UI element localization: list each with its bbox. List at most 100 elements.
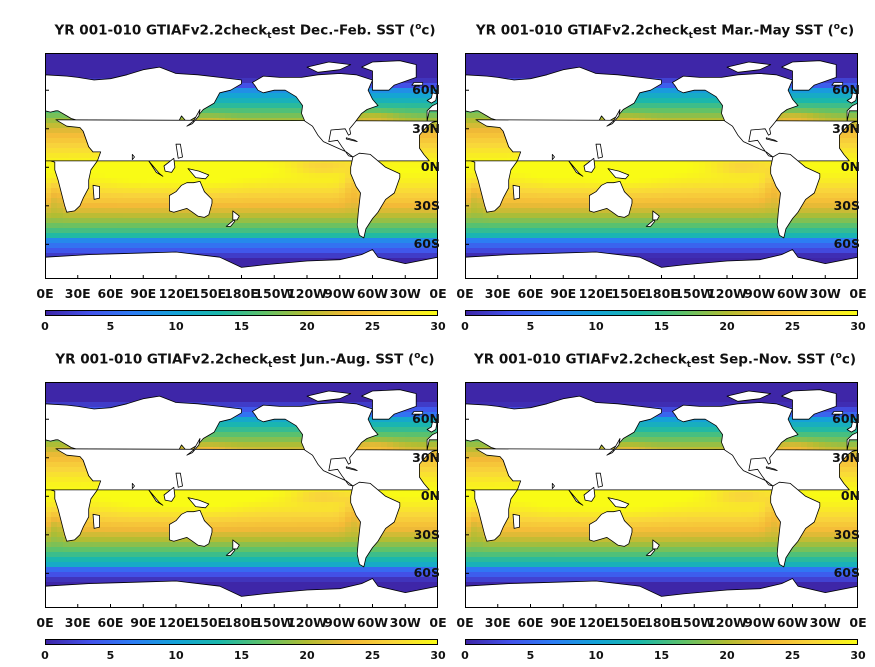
- colorbar-tick-label: 15: [234, 321, 249, 333]
- sst-map-canvas: [45, 382, 438, 608]
- latitude-tick-label: 0N: [421, 160, 440, 174]
- colorbar: [465, 639, 858, 645]
- colorbar-tick-label: 5: [527, 650, 535, 662]
- longitude-tick-label: 0E: [456, 287, 473, 301]
- longitude-tick-label: 90W: [744, 616, 775, 630]
- longitude-tick-label: 0E: [456, 616, 473, 630]
- panel-title-part: c): [840, 23, 854, 39]
- colorbar-ticks: 0 5 10 15 20 25 30: [455, 650, 875, 664]
- latitude-tick-label: 0N: [841, 489, 860, 503]
- colorbar-tick-label: 30: [430, 321, 445, 333]
- colorbar-tick-label: 15: [654, 650, 669, 662]
- colorbar-tick-label: 25: [365, 321, 380, 333]
- longitude-tick-label: 90W: [744, 287, 775, 301]
- colorbar-tick-label: 20: [719, 650, 734, 662]
- map-panel-sep-nov: YR 001-010 GTIAFv2.2checktest Sep.-Nov. …: [455, 347, 875, 667]
- colorbar-tick-label: 10: [168, 650, 183, 662]
- colorbar: [45, 639, 438, 645]
- panel-title: YR 001-010 GTIAFv2.2checktest Mar.-May S…: [455, 18, 875, 45]
- colorbar-tick-label: 30: [430, 650, 445, 662]
- sst-map-canvas: [465, 382, 858, 608]
- colorbar-tick-label: 20: [719, 321, 734, 333]
- colorbar-tick-label: 0: [41, 650, 49, 662]
- colorbar-tick-label: 20: [299, 650, 314, 662]
- sst-map: [465, 53, 858, 279]
- panel-title-part: YR 001-010 GTIAFv2.2check: [474, 352, 687, 368]
- panel-title-part: YR 001-010 GTIAFv2.2check: [55, 352, 268, 368]
- longitude-tick-label: 120W: [287, 287, 327, 301]
- longitude-tick-label: 120W: [707, 287, 747, 301]
- panel-title: YR 001-010 GTIAFv2.2checktest Sep.-Nov. …: [455, 347, 875, 374]
- longitude-tick-label: 0E: [849, 287, 866, 301]
- longitude-tick-label: 60W: [357, 616, 388, 630]
- panel-title-part: est Mar.-May SST (: [693, 23, 834, 39]
- longitude-tick-label: 150E: [191, 616, 226, 630]
- sst-map-canvas: [465, 53, 858, 279]
- longitude-tick-label: 150E: [611, 616, 646, 630]
- colorbar-tick-label: 5: [107, 321, 115, 333]
- longitude-tick-label: 0E: [36, 287, 53, 301]
- longitude-tick-label: 30E: [65, 616, 91, 630]
- colorbar-tick-label: 0: [461, 321, 469, 333]
- longitude-tick-label: 120E: [159, 287, 194, 301]
- latitude-tick-label: 60S: [414, 237, 440, 251]
- sst-map: [465, 382, 858, 608]
- colorbar: [465, 310, 858, 316]
- longitude-tick-label: 0E: [36, 616, 53, 630]
- longitude-tick-label: 150E: [611, 287, 646, 301]
- longitude-tick-label: 120E: [159, 616, 194, 630]
- colorbar-tick-label: 10: [588, 650, 603, 662]
- latitude-tick-label: 30S: [414, 199, 440, 213]
- latitude-tick-label: 60N: [412, 412, 440, 426]
- colorbar-tick-label: 25: [365, 650, 380, 662]
- colorbar-tick-label: 5: [527, 321, 535, 333]
- colorbar-tick-label: 30: [850, 650, 865, 662]
- colorbar-tick-label: 25: [785, 321, 800, 333]
- colorbar-tick-label: 25: [785, 650, 800, 662]
- latitude-tick-label: 30N: [832, 122, 860, 136]
- colorbar-ticks: 0 5 10 15 20 25 30: [35, 650, 455, 664]
- map-panel-mar-may: YR 001-010 GTIAFv2.2checktest Mar.-May S…: [455, 18, 875, 338]
- panel-title-part: est Jun.-Aug. SST (: [272, 352, 414, 368]
- latitude-tick-label: 0N: [841, 160, 860, 174]
- longitude-tick-label: 60E: [98, 287, 124, 301]
- latitude-tick-label: 30N: [412, 122, 440, 136]
- latitude-tick-label: 60N: [412, 83, 440, 97]
- longitude-tick-label: 150E: [191, 287, 226, 301]
- colorbar: [45, 310, 438, 316]
- longitude-tick-label: 0E: [849, 616, 866, 630]
- latitude-tick-label: 60S: [834, 237, 860, 251]
- latitude-tick-label: 30S: [834, 528, 860, 542]
- latitude-tick-label: 0N: [421, 489, 440, 503]
- longitude-tick-label: 120E: [579, 616, 614, 630]
- longitude-tick-label: 90W: [324, 616, 355, 630]
- longitude-tick-label: 120W: [287, 616, 327, 630]
- colorbar-tick-label: 20: [299, 321, 314, 333]
- colorbar-tick-label: 15: [234, 650, 249, 662]
- panel-title-part: YR 001-010 GTIAFv2.2check: [476, 23, 689, 39]
- panel-title-part: YR 001-010 GTIAFv2.2check: [54, 23, 267, 39]
- longitude-tick-label: 60E: [518, 616, 544, 630]
- longitude-tick-label: 30W: [810, 616, 841, 630]
- longitude-tick-label: 30W: [390, 616, 421, 630]
- colorbar-tick-label: 5: [107, 650, 115, 662]
- colorbar-tick-label: 10: [588, 321, 603, 333]
- longitude-tick-label: 60W: [357, 287, 388, 301]
- longitude-tick-label: 30W: [810, 287, 841, 301]
- longitude-tick-label: 120W: [707, 616, 747, 630]
- longitude-tick-label: 0E: [429, 616, 446, 630]
- colorbar-tick-label: 30: [850, 321, 865, 333]
- latitude-tick-label: 60S: [414, 566, 440, 580]
- map-panel-dec-feb: YR 001-010 GTIAFv2.2checktest Dec.-Feb. …: [35, 18, 455, 338]
- colorbar-tick-label: 0: [461, 650, 469, 662]
- panel-title-part: est Sep.-Nov. SST (: [691, 352, 836, 368]
- longitude-tick-label: 90E: [550, 616, 576, 630]
- panel-title: YR 001-010 GTIAFv2.2checktest Jun.-Aug. …: [35, 347, 455, 374]
- longitude-tick-label: 30W: [390, 287, 421, 301]
- latitude-tick-label: 60N: [832, 83, 860, 97]
